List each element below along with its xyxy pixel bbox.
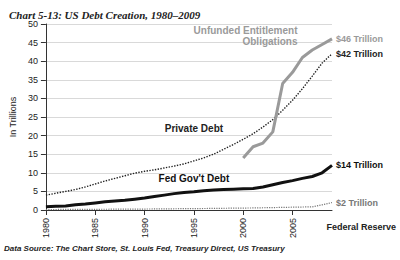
svg-text:45: 45	[28, 38, 38, 48]
svg-text:25: 25	[28, 112, 38, 122]
svg-text:Federal Reserve: Federal Reserve	[326, 222, 396, 232]
svg-text:1985: 1985	[90, 218, 100, 238]
svg-text:Obligations: Obligations	[240, 36, 298, 47]
svg-text:$14 Trillion: $14 Trillion	[336, 160, 383, 170]
svg-text:$2 Trillion: $2 Trillion	[336, 198, 378, 208]
svg-text:$46 Trillion: $46 Trillion	[336, 34, 383, 44]
svg-text:5: 5	[33, 186, 38, 196]
svg-text:35: 35	[28, 75, 38, 85]
svg-text:40: 40	[28, 56, 38, 66]
svg-text:Chart 5-13: US Debt Creation,: Chart 5-13: US Debt Creation, 1980–2009	[9, 9, 201, 21]
svg-text:In Trillions: In Trillions	[8, 96, 18, 137]
svg-text:Data Source: The Chart Store,: Data Source: The Chart Store, St. Louis …	[4, 244, 285, 253]
svg-text:0: 0	[33, 205, 38, 215]
svg-text:2005: 2005	[288, 218, 298, 238]
svg-text:1990: 1990	[140, 218, 150, 238]
svg-text:Private Debt: Private Debt	[165, 123, 224, 134]
svg-text:Fed Gov't Debt: Fed Gov't Debt	[159, 173, 230, 184]
svg-text:30: 30	[28, 93, 38, 103]
svg-text:20: 20	[28, 131, 38, 141]
svg-text:1995: 1995	[189, 218, 199, 238]
svg-text:1980: 1980	[41, 218, 51, 238]
svg-text:2000: 2000	[238, 218, 248, 238]
svg-text:15: 15	[28, 149, 38, 159]
svg-text:50: 50	[28, 19, 38, 29]
svg-text:$42 Trillion: $42 Trillion	[336, 49, 383, 59]
svg-text:Unfunded Entitlement: Unfunded Entitlement	[194, 25, 299, 36]
svg-text:10: 10	[28, 168, 38, 178]
